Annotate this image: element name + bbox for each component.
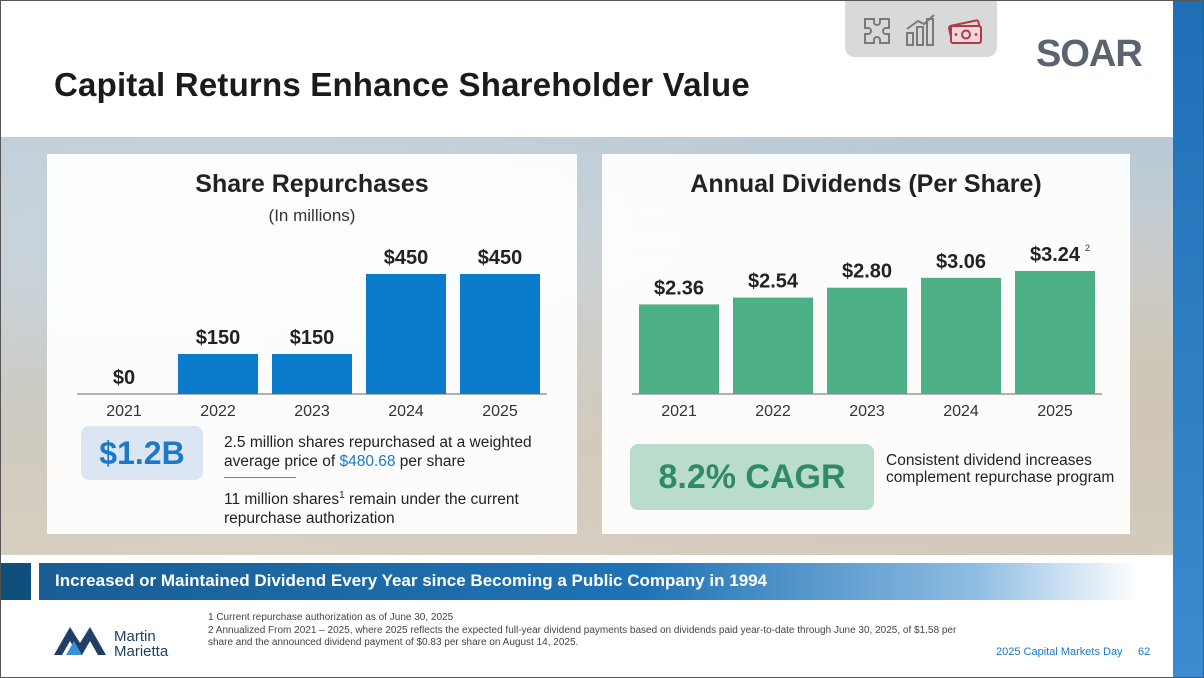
bar-2023: [827, 287, 907, 394]
dividends-chart-title: Annual Dividends (Per Share): [690, 170, 1042, 198]
bar-2022: [178, 354, 258, 394]
banner-text: Increased or Maintained Dividend Every Y…: [55, 571, 768, 590]
bar-2023: [272, 354, 352, 394]
page-title: Capital Returns Enhance Shareholder Valu…: [54, 66, 750, 103]
tick-label-2022: 2022: [200, 403, 236, 420]
right-accent-stripe: [1173, 1, 1203, 677]
dividends-chart: $2.36 2021 $2.54 2022 $2.80 2023 $3.06 2024 $3.2…: [632, 243, 1102, 420]
data-label-2021: $0: [113, 367, 135, 389]
dividend-note: Consistent dividend increases complement…: [886, 452, 1115, 486]
mm-logo-line2: Marietta: [114, 643, 169, 659]
note-divider: [224, 477, 296, 478]
footnote-ref-2: 2: [1085, 243, 1090, 253]
bar-2025: [460, 274, 540, 394]
martin-marietta-logo: Martin Marietta: [54, 627, 169, 659]
repurchase-note-2: 11 million shares1 remain under the curr…: [224, 486, 554, 528]
data-label-2025: $3.24: [1030, 244, 1081, 266]
repurchase-note-1-text: 2.5 million shares repurchased at a weig…: [224, 434, 532, 470]
banner-bar: [39, 563, 1139, 600]
repurchase-note-2-suffix: remain under the current repurchase auth…: [224, 491, 519, 528]
share-repurchases-panel: Share Repurchases (In millions) $0 2021 $1…: [47, 154, 577, 534]
tick-label-2023: 2023: [849, 403, 885, 420]
dividend-banner: Increased or Maintained Dividend Every Y…: [1, 563, 1173, 600]
tick-label-2024: 2024: [388, 403, 424, 420]
repurchases-chart: $0 2021 $150 2022 $150 2023 $450 2024 $450 2025: [77, 247, 547, 420]
tick-label-2021: 2021: [661, 403, 697, 420]
page-number: 62: [1138, 646, 1151, 658]
bar-2025: [1015, 271, 1095, 394]
soar-logo-text: SOAR: [1036, 33, 1142, 73]
event-label: 2025 Capital Markets Day: [996, 646, 1123, 658]
repurchase-note-2-text: 11 million shares: [224, 491, 340, 509]
repurchase-note-1-suffix: per share: [395, 453, 466, 470]
bar-chart-icon: [906, 14, 935, 46]
bar-2024: [921, 277, 1001, 394]
bar-2024: [366, 274, 446, 394]
data-label-2022: $2.54: [748, 271, 799, 293]
soar-logo: SOAR: [1036, 33, 1143, 73]
dividend-cagr-badge: 8.2% CAGR: [630, 444, 874, 510]
tick-label-2023: 2023: [294, 403, 330, 420]
footnote-ref-1: 1: [339, 490, 345, 501]
tick-label-2022: 2022: [755, 403, 791, 420]
data-label-2024: $450: [384, 247, 429, 269]
total-repurchase-badge: $1.2B: [81, 426, 203, 480]
mm-logo-line1: Martin: [114, 628, 156, 645]
data-label-2024: $3.06: [936, 251, 986, 273]
repurchase-note-1: 2.5 million shares repurchased at a weig…: [224, 433, 554, 471]
data-label-2025: $450: [478, 247, 523, 269]
annual-dividends-panel: Annual Dividends (Per Share) $2.36 2021 $2…: [602, 154, 1130, 534]
footnote-1: 1 Current repurchase authorization as of…: [208, 612, 454, 623]
data-label-2021: $2.36: [654, 277, 704, 299]
weighted-price-value: $480.68: [339, 453, 396, 470]
tick-label-2021: 2021: [106, 403, 142, 420]
data-label-2023: $2.80: [842, 261, 892, 283]
money-icon: [948, 19, 983, 44]
tick-label-2025: 2025: [482, 403, 518, 420]
repurchases-chart-subtitle: (In millions): [268, 206, 356, 225]
banner-tab: [1, 563, 31, 600]
puzzle-icon: [864, 18, 890, 44]
bar-2021: [639, 304, 719, 394]
data-label-2023: $150: [290, 327, 335, 349]
tick-label-2025: 2025: [1037, 403, 1073, 420]
icon-tray: [845, 1, 997, 57]
footnote-2: 2 Annualized From 2021 – 2025, where 202…: [208, 624, 957, 649]
repurchases-chart-title: Share Repurchases: [195, 170, 429, 198]
bar-2022: [733, 297, 813, 394]
data-label-2022: $150: [196, 327, 241, 349]
footnotes: 1 Current repurchase authorization as of…: [208, 612, 968, 650]
tick-label-2024: 2024: [943, 403, 979, 420]
